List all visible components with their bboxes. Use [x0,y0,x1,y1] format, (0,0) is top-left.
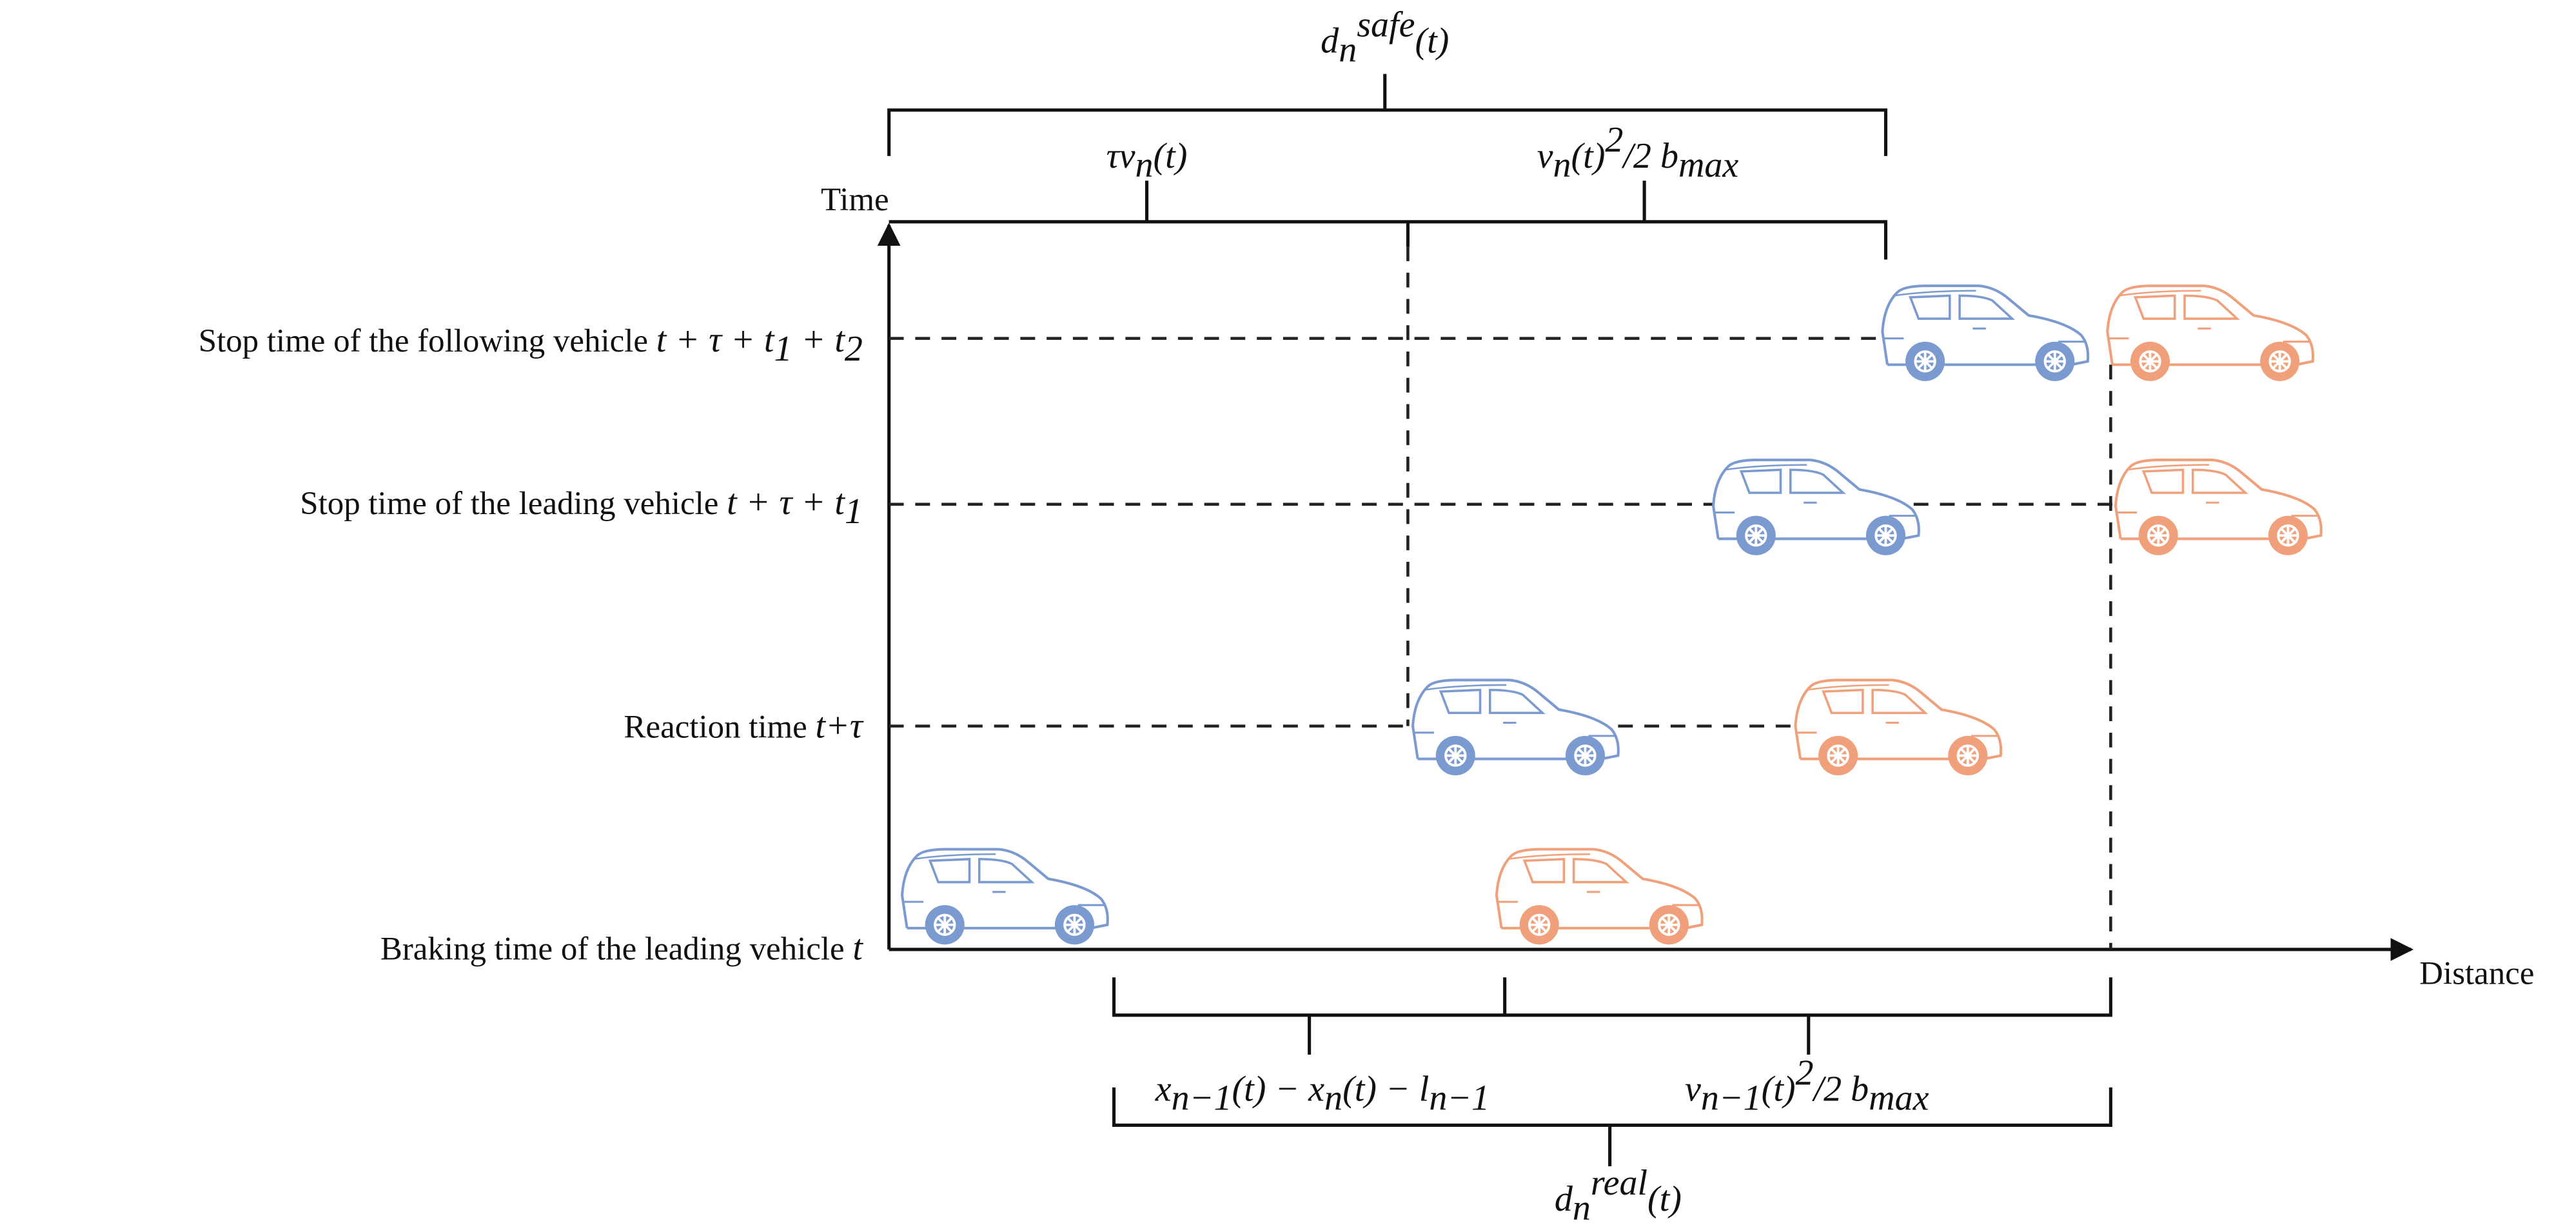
math-part: max [1869,1078,1929,1118]
math-part: v [1685,1069,1701,1109]
math-part: (t) [1154,136,1188,176]
math-part: x [1155,1069,1172,1109]
math-part: n−1 [1701,1078,1762,1118]
row-text: Stop time of the leading vehicle [300,486,718,522]
safe-distance-brace [887,74,1888,156]
row-text: Stop time of the following vehicle [199,323,648,359]
x-axis-label: Distance [2419,955,2534,991]
math-part: (t) [1762,1069,1796,1109]
math-part: n [1573,1188,1591,1228]
following-car [1413,680,1618,775]
math-part: + t [792,320,846,360]
cars [902,286,2321,944]
gap-label: xn−1(t) − xn(t) − ln−1 [1155,1069,1490,1118]
math-part: /2 b [1812,1069,1869,1109]
safe-components-brace [889,181,1888,260]
row-label: Stop time of the leading vehicle t + τ +… [300,482,863,532]
following-car [1713,460,1919,555]
math-part: real [1591,1163,1647,1203]
math-part: 2 [1796,1053,1814,1093]
safe-distance-label: dnsafe(t) [1321,5,1449,70]
math-part: (t) − x [1232,1069,1325,1109]
real-distance-brace [1112,1087,2112,1167]
leading-car [2116,460,2321,555]
math-part: (t) [1571,136,1605,176]
leading-car [1795,680,2001,775]
row-gap [845,931,853,967]
math-part: (t) [1647,1179,1682,1219]
row-label: Braking time of the leading vehicle t [380,928,863,968]
math-part: n [1136,145,1154,185]
row-gap [648,323,656,359]
math-part: v [1537,136,1553,176]
row-text: Braking time of the leading vehicle [380,931,845,967]
math-part: t [852,928,863,968]
following-car [902,849,1108,945]
math-part: 1 [774,329,792,369]
math-part: safe [1357,5,1415,45]
math-part: n−1 [1172,1078,1232,1118]
leading-car [2107,286,2313,381]
following-car [1882,286,2088,381]
math-part: n [1324,1078,1342,1118]
y-axis-label: Time [821,182,889,218]
math-part: 2 [845,329,863,369]
reaction-distance-label: τvn(t) [1106,136,1188,185]
row-label: Reaction time t+τ [624,706,864,746]
math-part: t + τ + t [656,320,775,360]
math-part: n [1553,145,1571,185]
math-part: max [1678,145,1738,185]
following-braking-label: vn(t)2/2 bmax [1537,120,1739,185]
real-components-brace [1112,977,2112,1055]
math-part: (t) − l [1342,1069,1429,1109]
leading-car [1497,849,1702,945]
real-distance-label: dnreal(t) [1555,1163,1682,1228]
math-part: n [1339,30,1357,70]
math-part: /2 b [1621,136,1678,176]
row-gap [718,486,727,522]
math-part: d [1555,1179,1573,1219]
row-text: Reaction time [624,709,807,745]
math-part: (t) [1415,21,1449,61]
math-part: t+τ [815,706,863,746]
math-part: n−1 [1429,1078,1490,1118]
math-part: t + τ + t [727,482,845,522]
row-label: Stop time of the following vehicle t + τ… [199,320,863,369]
math-part: 2 [1605,120,1623,160]
math-part: τv [1106,136,1136,176]
leading-braking-label: vn−1(t)2/2 bmax [1685,1053,1929,1118]
math-part: 1 [845,492,863,532]
math-part: d [1321,21,1339,61]
row-gap [807,709,816,745]
